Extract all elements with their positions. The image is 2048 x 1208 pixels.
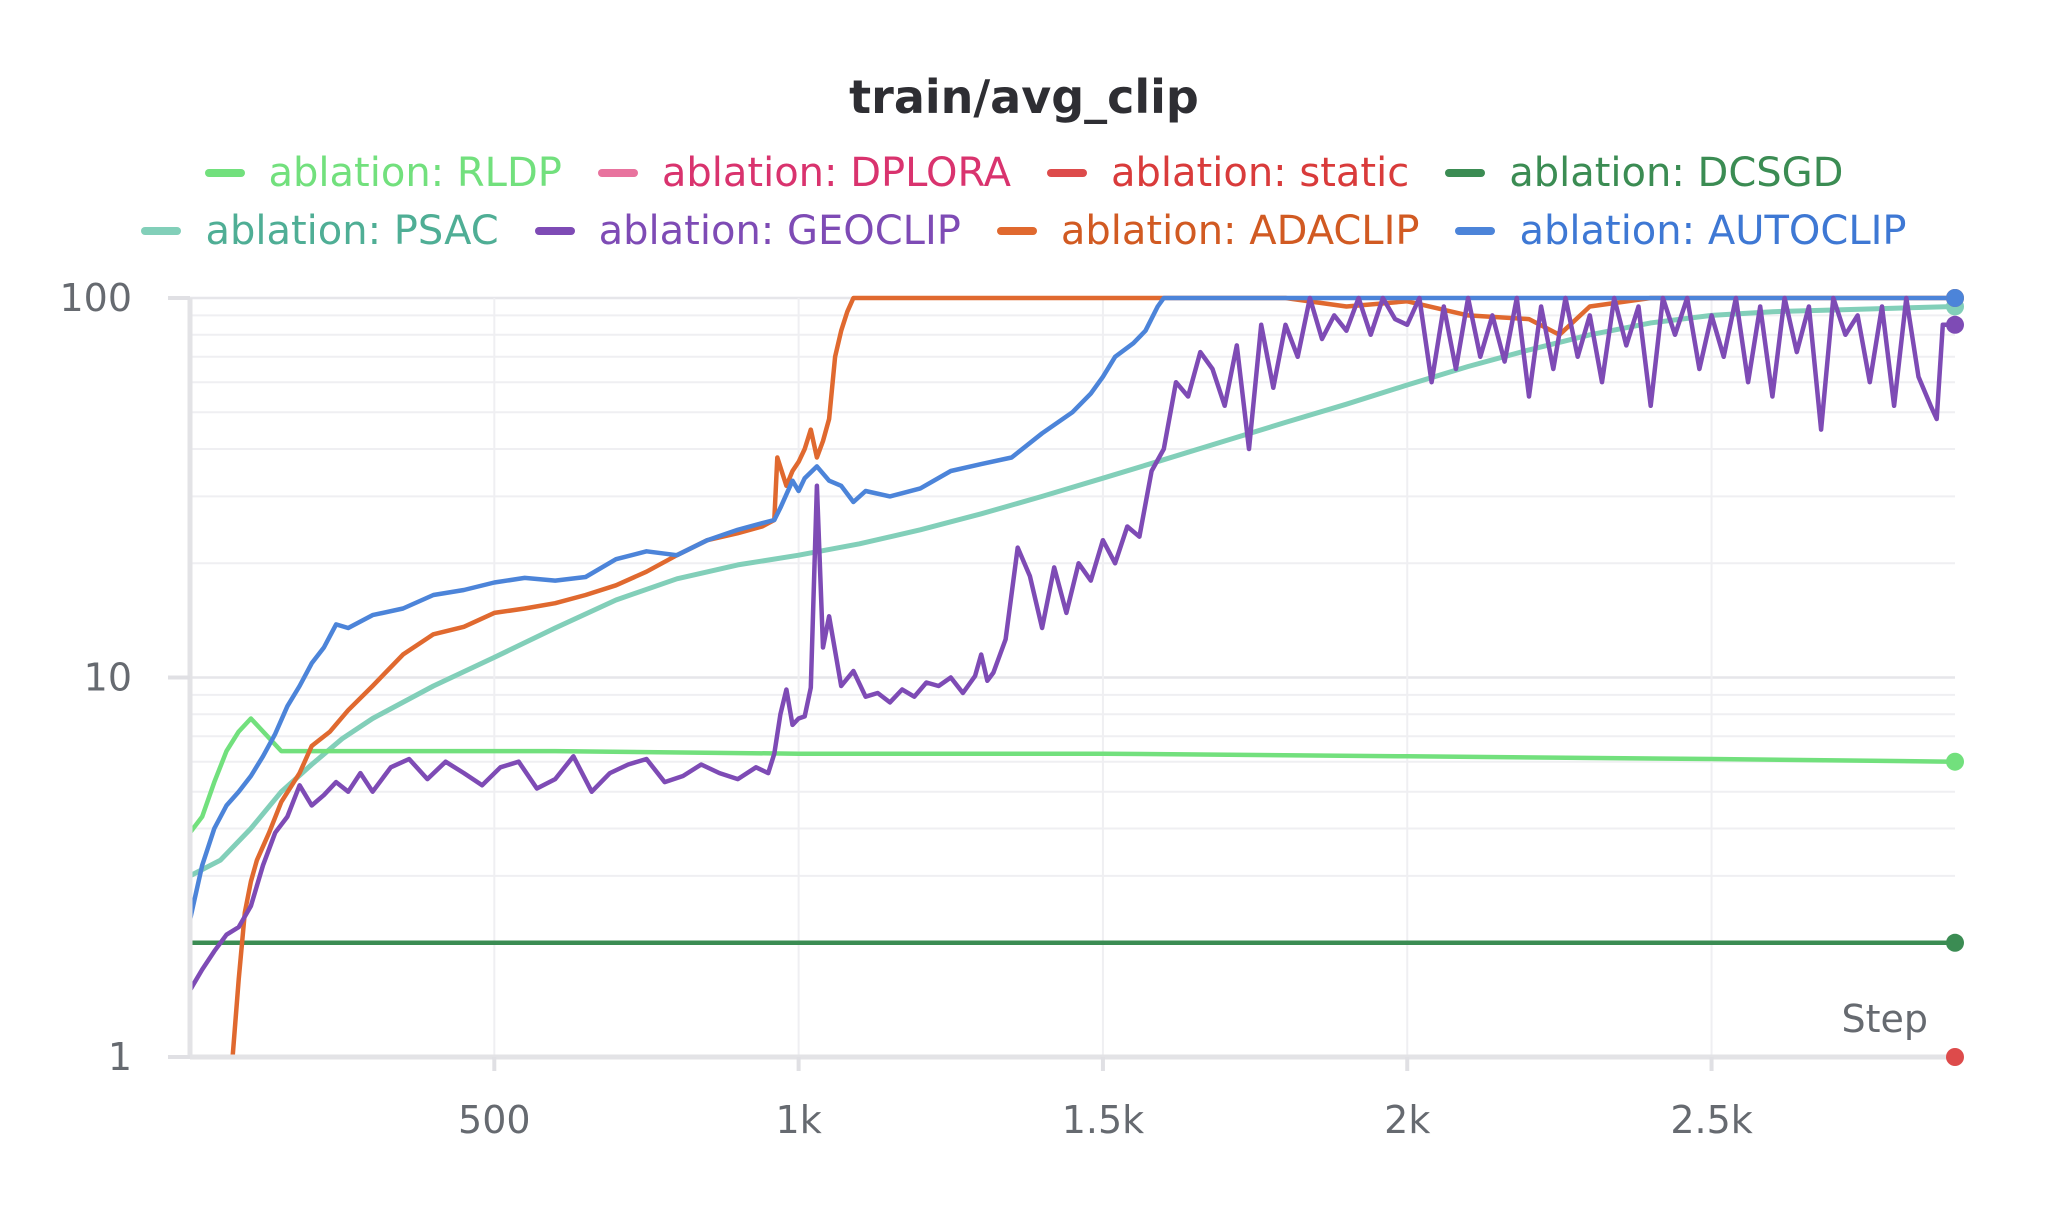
legend-swatch-psac <box>141 227 182 235</box>
legend-label-static: ablation: static <box>1111 150 1410 196</box>
legend-item-rldp[interactable]: ablation: RLDP <box>204 150 562 196</box>
series-line-rldp <box>187 716 1958 835</box>
series-layer <box>187 295 1958 1060</box>
tick-labels: 500 1k 1.5k 2k 2.5k 1 10 100 <box>59 276 1752 1142</box>
x-tick-label: 500 <box>458 1098 531 1142</box>
legend-swatch-autoclip <box>1455 227 1496 235</box>
series-line-geoclip <box>187 295 1958 993</box>
legend-label-geoclip: ablation: GEOCLIP <box>598 208 961 254</box>
legend-swatch-dcsgd <box>1445 169 1486 177</box>
legend-item-dplora[interactable]: ablation: DPLORA <box>597 150 1012 196</box>
legend-row-2: ablation: PSAC ablation: GEOCLIP ablatio… <box>0 208 2048 254</box>
legend-label-psac: ablation: PSAC <box>205 208 499 254</box>
legend-item-geoclip[interactable]: ablation: GEOCLIP <box>534 208 961 254</box>
series-end-dot-geoclip <box>1946 315 1964 334</box>
end-dots <box>1946 289 1964 1066</box>
legend-swatch-rldp <box>204 169 245 177</box>
legend-swatch-dplora <box>597 169 638 177</box>
series-end-dot-autoclip <box>1946 289 1964 307</box>
legend-row-1: ablation: RLDP ablation: DPLORA ablation… <box>0 150 2048 196</box>
legend-item-adaclip[interactable]: ablation: ADACLIP <box>996 208 1420 254</box>
x-tick-label: 1k <box>776 1098 822 1142</box>
legend-swatch-static <box>1047 169 1088 177</box>
y-tick-label: 100 <box>59 276 132 320</box>
legend-item-autoclip[interactable]: ablation: AUTOCLIP <box>1455 208 1907 254</box>
series-end-dot-rldp <box>1946 752 1964 771</box>
legend-label-autoclip: ablation: AUTOCLIP <box>1519 208 1907 254</box>
legend-swatch-geoclip <box>534 227 575 235</box>
x-tick-label: 1.5k <box>1062 1098 1144 1142</box>
legend-item-psac[interactable]: ablation: PSAC <box>141 208 499 254</box>
chart-title: train/avg_clip <box>849 70 1199 124</box>
series-line-autoclip <box>187 295 1958 922</box>
legend-label-adaclip: ablation: ADACLIP <box>1060 208 1420 254</box>
x-axis-label: Step <box>1841 997 1928 1041</box>
legend-item-static[interactable]: ablation: static <box>1047 150 1409 196</box>
legend-label-dplora: ablation: DPLORA <box>661 150 1012 196</box>
legend-label-dcsgd: ablation: DCSGD <box>1509 150 1844 196</box>
series-end-dot-dcsgd <box>1946 933 1964 952</box>
y-tick-label: 1 <box>108 1035 132 1079</box>
y-tick-label: 10 <box>84 656 132 700</box>
legend-label-rldp: ablation: RLDP <box>268 150 562 196</box>
x-tick-label: 2.5k <box>1670 1098 1752 1142</box>
series-end-dot-static <box>1946 1048 1964 1066</box>
legend-item-dcsgd[interactable]: ablation: DCSGD <box>1445 150 1843 196</box>
legend-swatch-adaclip <box>996 227 1037 235</box>
x-tick-label: 2k <box>1384 1098 1430 1142</box>
